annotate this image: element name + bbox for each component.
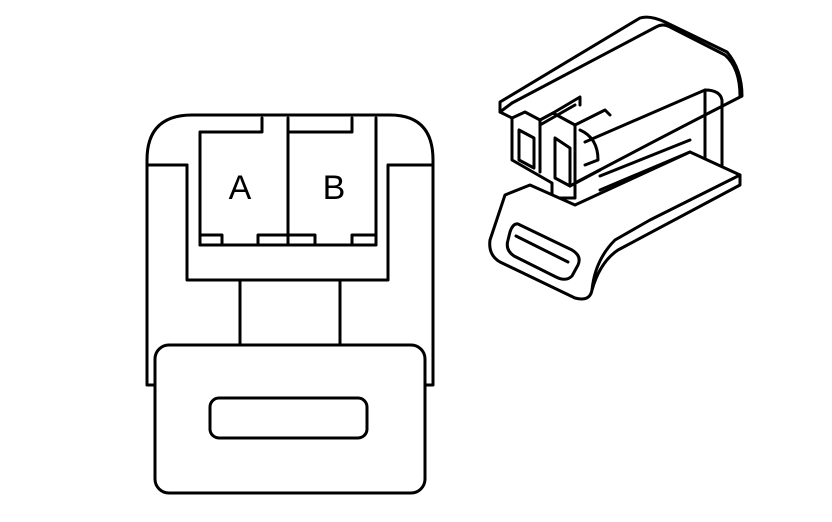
iso-mounting-tab <box>488 150 742 301</box>
iso-terminal-cavities <box>510 95 612 188</box>
latch-slot <box>208 396 369 440</box>
inner-cavity <box>185 163 390 282</box>
terminal-cavity-a <box>198 116 290 247</box>
terminal-label-b: B <box>323 169 346 207</box>
connector-isometric-view <box>488 15 744 301</box>
iso-tab-slot <box>505 222 581 281</box>
connector-front-view: A B <box>145 113 435 495</box>
terminal-cavity-b <box>286 116 378 247</box>
terminal-label-a: A <box>229 169 252 207</box>
housing-outline <box>145 113 435 387</box>
